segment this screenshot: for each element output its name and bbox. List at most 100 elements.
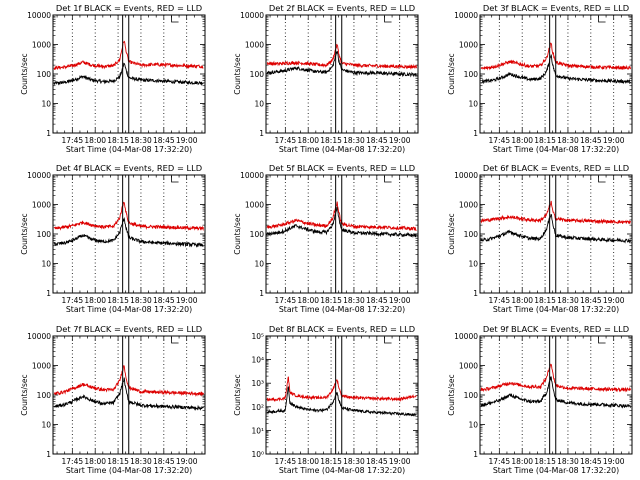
x-tick-label: 18:45 [366,136,388,145]
panel-title: Det 5f BLACK = Events, RED = LLD [269,163,415,173]
x-tick-label: 18:00 [297,296,319,305]
y-tick-label: 100 [250,230,265,239]
x-tick-label: 18:15 [534,136,556,145]
x-tick-label: 18:45 [153,296,175,305]
panel-title: Det 7f BLACK = Events, RED = LLD [56,324,202,334]
panel-det-4: Det 4f BLACK = Events, RED = LLD 1 10 100 10… [20,163,206,314]
y-axis-label: Counts/sec [233,213,242,254]
panel-det-8: Det 8f BLACK = Events, RED = LLD 10⁰ 10¹ 10… [233,324,419,475]
y-tick-label: 1 [46,129,51,138]
y-axis-label: Counts/sec [20,53,29,94]
bracket-mark [171,16,179,23]
y-tick-label: 1000 [459,362,478,371]
y-tick-label: 10 [41,100,51,109]
y-tick-label: 1000 [32,362,51,371]
bracket-mark [598,337,606,344]
x-axis-label: Start Time (04-Mar-08 17:32:20) [493,466,619,475]
x-tick-label: 18:15 [320,136,342,145]
y-tick-label: 10 [468,100,478,109]
bracket-mark [598,16,606,23]
x-axis-label: Start Time (04-Mar-08 17:32:20) [66,466,192,475]
y-tick-label: 1000 [245,41,264,50]
y-tick-label: 10 [254,260,264,269]
x-tick-label: 18:30 [557,296,579,305]
x-tick-label: 18:45 [580,296,602,305]
x-tick-label: 18:45 [580,136,602,145]
y-tick-label: 100 [464,230,479,239]
x-tick-label: 19:00 [389,457,411,466]
x-tick-label: 18:30 [557,136,579,145]
y-tick-label: 10¹ [251,426,264,435]
panel-det-9: Det 9f BLACK = Events, RED = LLD 1 10 100 10… [447,324,633,475]
panel-title: Det 2f BLACK = Events, RED = LLD [269,3,415,13]
x-axis-label: Start Time (04-Mar-08 17:32:20) [66,305,192,314]
panel-title: Det 4f BLACK = Events, RED = LLD [56,163,202,173]
x-tick-label: 18:00 [511,136,533,145]
x-tick-label: 17:45 [275,136,297,145]
y-axis-label: Counts/sec [447,213,456,254]
x-tick-label: 17:45 [275,457,297,466]
x-tick-label: 19:00 [176,457,198,466]
y-tick-label: 10 [468,260,478,269]
x-tick-label: 18:15 [107,136,129,145]
bracket-mark [171,176,179,183]
y-tick-label: 1000 [459,201,478,210]
panel-det-6: Det 6f BLACK = Events, RED = LLD 1 10 100 10… [447,163,633,314]
plot-frame [52,335,206,455]
y-tick-label: 100 [464,70,479,79]
y-tick-label: 100 [250,70,265,79]
y-tick-label: 100 [37,230,52,239]
x-axis-label: Start Time (04-Mar-08 17:32:20) [66,145,192,154]
x-axis-label: Start Time (04-Mar-08 17:32:20) [493,305,619,314]
x-tick-label: 19:00 [389,296,411,305]
x-tick-label: 18:30 [343,457,365,466]
x-tick-label: 18:15 [107,296,129,305]
x-tick-label: 18:30 [557,457,579,466]
x-tick-label: 17:45 [489,296,511,305]
y-tick-label: 10 [254,100,264,109]
bracket-mark [384,16,392,23]
plot-frame [52,174,206,294]
y-tick-label: 10000 [27,171,51,180]
panel-title: Det 9f BLACK = Events, RED = LLD [483,324,629,334]
plot-frame [52,14,206,134]
x-tick-label: 18:30 [130,457,152,466]
plot-frame [265,335,419,455]
x-tick-label: 18:15 [320,457,342,466]
x-tick-label: 19:00 [603,296,625,305]
x-tick-label: 18:30 [343,136,365,145]
y-tick-label: 10000 [454,332,478,341]
y-tick-label: 100 [37,70,52,79]
x-tick-label: 18:30 [130,136,152,145]
x-tick-label: 18:00 [84,457,106,466]
y-tick-label: 1000 [245,201,264,210]
y-tick-label: 10 [41,421,51,430]
panel-title: Det 3f BLACK = Events, RED = LLD [483,3,629,13]
y-tick-label: 100 [464,391,479,400]
y-tick-label: 10000 [240,11,264,20]
y-axis-label: Counts/sec [20,374,29,415]
x-tick-label: 18:15 [534,296,556,305]
plot-frame [265,174,419,294]
plot-frame [479,14,633,134]
panel-title: Det 1f BLACK = Events, RED = LLD [56,3,202,13]
y-tick-label: 1 [473,289,478,298]
x-tick-label: 18:45 [153,457,175,466]
x-tick-label: 18:00 [511,296,533,305]
x-tick-label: 17:45 [62,296,84,305]
x-tick-label: 18:45 [366,457,388,466]
x-tick-label: 18:45 [153,136,175,145]
y-tick-label: 1 [46,289,51,298]
x-axis-label: Start Time (04-Mar-08 17:32:20) [279,466,405,475]
y-axis-label: Counts/sec [233,374,242,415]
x-tick-label: 18:15 [534,457,556,466]
y-axis-label: Counts/sec [233,53,242,94]
y-tick-label: 10 [41,260,51,269]
bracket-mark [171,337,179,344]
x-axis-label: Start Time (04-Mar-08 17:32:20) [279,305,405,314]
x-tick-label: 18:00 [511,457,533,466]
x-tick-label: 18:00 [297,457,319,466]
x-tick-label: 17:45 [489,457,511,466]
x-tick-label: 19:00 [176,296,198,305]
panel-det-7: Det 7f BLACK = Events, RED = LLD 1 10 100 10… [20,324,206,475]
